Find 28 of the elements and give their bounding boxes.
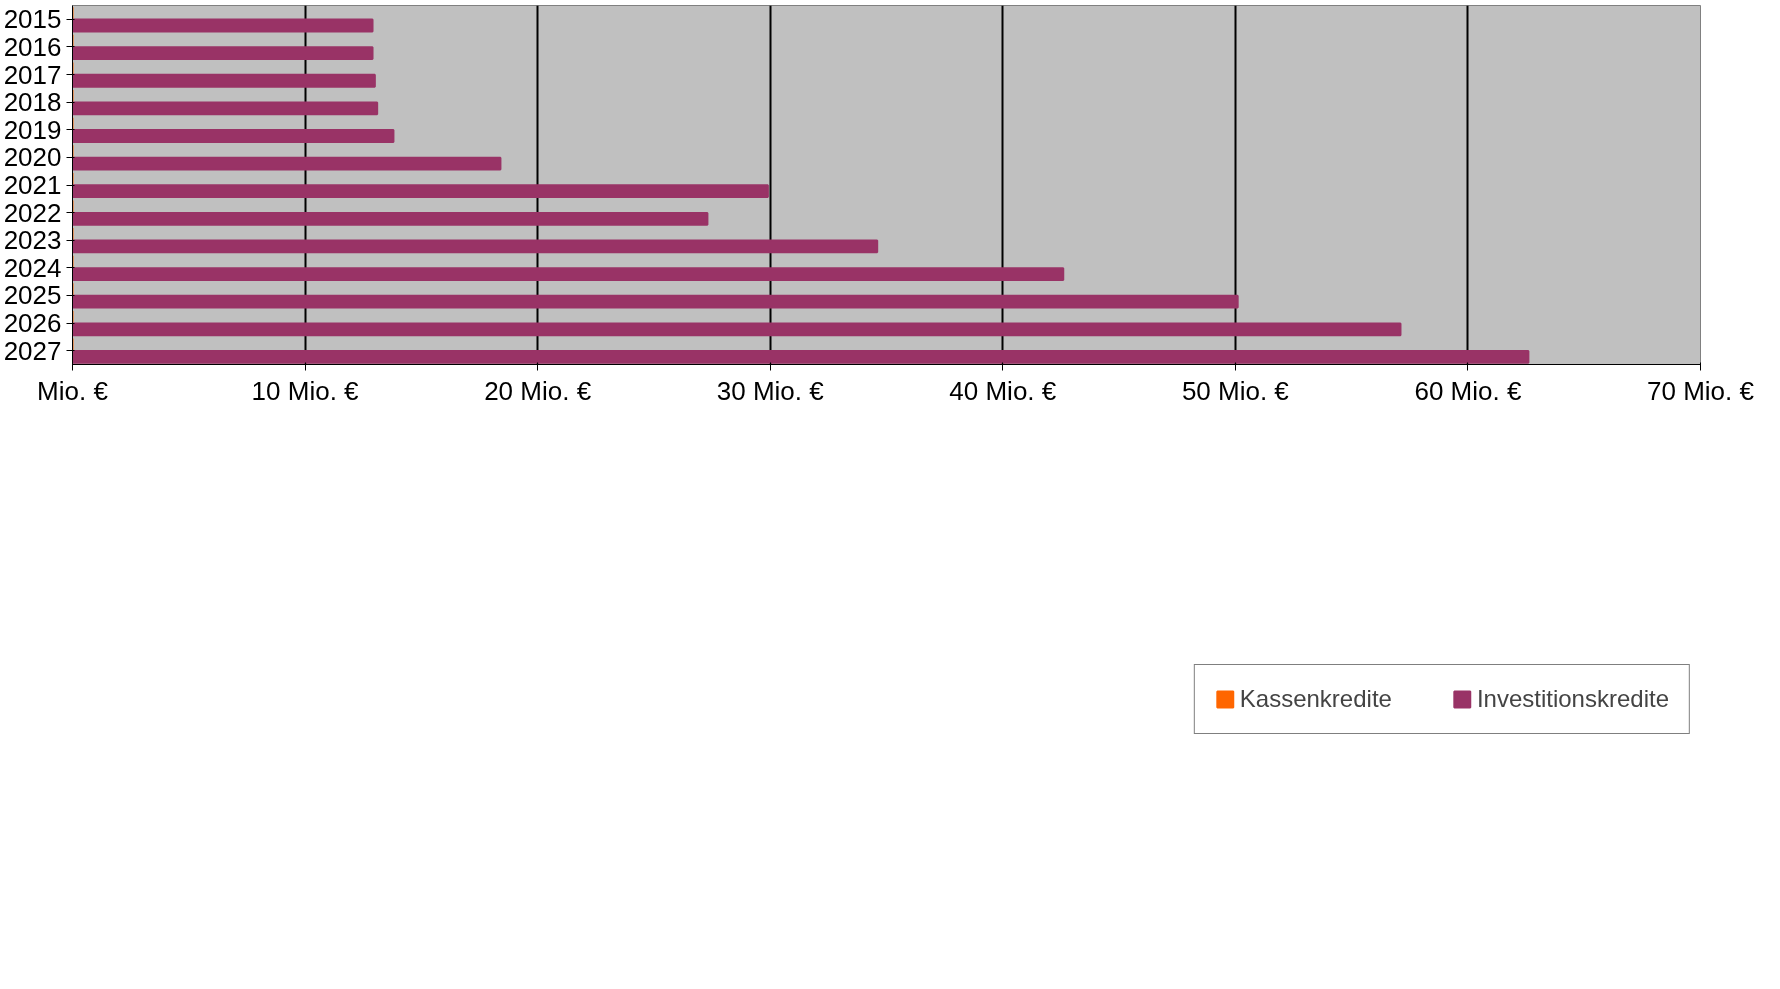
legend-label: Kassenkredite [1239,685,1392,713]
bar [72,294,1239,309]
x-tick-label: Mio. € [37,375,109,406]
bar [72,322,1402,337]
bar [72,211,709,226]
x-tick-label: 50 Mio. € [1181,375,1290,406]
y-tick-label: 2020 [3,142,62,173]
x-tick-label: 60 Mio. € [1414,375,1522,406]
bar [72,46,374,61]
x-tick-label: 10 Mio. € [251,375,360,406]
bar [72,156,502,171]
x-tick-label: 20 Mio. € [484,375,592,406]
y-tick-label: 2025 [3,280,62,311]
y-tick-label: 2022 [3,197,62,228]
y-tick-label: 2021 [3,170,62,200]
bar [72,18,374,33]
bar [72,101,379,116]
x-tick-label: 70 Mio. € [1647,375,1755,406]
legend-label: Investitionskredite [1476,685,1669,713]
x-tick-label: 30 Mio. € [716,375,825,406]
bar [72,350,1530,364]
bar [72,239,879,254]
x-tick-label: 40 Mio. € [949,375,1057,406]
y-tick-label: 2017 [3,59,62,90]
bar [72,267,1065,281]
bar [72,129,395,143]
bar [72,73,376,88]
bar [72,184,769,199]
